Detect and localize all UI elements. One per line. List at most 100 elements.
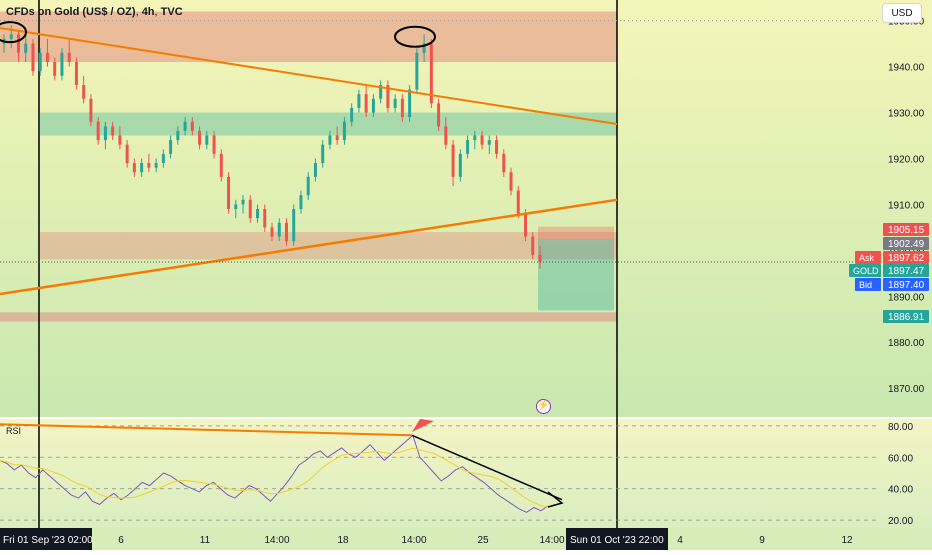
candle-body: [292, 209, 296, 242]
rsi-pane-background: [0, 418, 932, 528]
time-axis-tick: 9: [759, 535, 765, 546]
candle-body: [9, 34, 13, 40]
candle: [176, 126, 180, 145]
candle-body: [45, 52, 49, 63]
candle: [270, 222, 274, 242]
interval-label: 4h: [141, 6, 155, 18]
price-label-box: [883, 310, 929, 323]
candle: [444, 117, 448, 150]
candle-body: [502, 153, 506, 173]
price-label-tag: Ask: [859, 253, 875, 263]
candle-body: [82, 84, 86, 99]
candle: [415, 48, 419, 95]
time-axis-tick: 14:00: [401, 535, 426, 546]
candle: [364, 84, 368, 118]
candle: [96, 117, 100, 145]
rsi-axis-tick: 80.00: [888, 422, 913, 433]
candle-body: [313, 163, 317, 177]
candle: [190, 117, 194, 136]
zone-resistance: [0, 11, 617, 63]
rsi-moving-average: [0, 447, 549, 508]
candle: [234, 199, 238, 219]
candle: [53, 57, 57, 81]
time-axis-tick: 6: [118, 535, 124, 546]
top-marker-ellipse-left: [0, 21, 27, 44]
price-axis-tick: 1940.00: [888, 63, 925, 74]
position-stop-area: [538, 226, 614, 239]
rsi-line: [0, 434, 549, 513]
price-axis-tick: 1870.00: [888, 384, 925, 395]
candle-body: [241, 199, 245, 205]
candle-body: [538, 254, 542, 262]
candle-body: [24, 43, 28, 53]
price-label-tag-box: [855, 251, 881, 264]
candle-body: [466, 140, 470, 154]
candle: [451, 140, 455, 187]
candle: [277, 218, 281, 242]
candle-body: [67, 52, 71, 63]
price-label-tag-box: [855, 278, 881, 291]
rsi-orange-trendline: [0, 423, 413, 437]
lightning-icon[interactable]: ⚡: [536, 399, 551, 414]
candle: [393, 94, 397, 113]
candle: [125, 140, 129, 168]
candle: [495, 135, 499, 159]
price-axis-tick: 1880.00: [888, 338, 925, 349]
candle: [241, 195, 245, 214]
candle-body: [516, 190, 520, 214]
candle-body: [509, 172, 513, 191]
price-label-box: [883, 264, 929, 277]
candle-body: [495, 140, 499, 154]
rsi-axis-tick: 60.00: [888, 453, 913, 464]
candle-body: [270, 227, 274, 237]
candle-body: [458, 153, 462, 177]
chart-title: CFDs on Gold (US$ / OZ), 4h, TVC: [6, 6, 183, 18]
candle: [292, 204, 296, 246]
candle: [313, 158, 317, 182]
candle-body: [342, 121, 346, 141]
price-label-tag: GOLD: [853, 266, 879, 276]
candle: [321, 140, 325, 168]
source-label: TVC: [160, 6, 183, 18]
rsi-arrowhead: [547, 491, 564, 508]
candle-body: [248, 199, 252, 219]
candle: [371, 94, 375, 118]
candle-body: [393, 98, 397, 108]
candle-body: [386, 84, 390, 108]
candle: [342, 117, 346, 145]
price-label-box: [883, 278, 929, 291]
time-axis-tick: 12: [841, 535, 853, 546]
candle-body: [429, 43, 433, 104]
candle: [509, 167, 513, 196]
candle-body: [451, 144, 455, 177]
rsi-axis-tick: 20.00: [888, 516, 913, 527]
candle: [263, 204, 267, 232]
candle: [118, 126, 122, 150]
currency-button[interactable]: USD: [882, 3, 922, 23]
time-highlight-end-box: [566, 528, 668, 550]
candle: [502, 149, 506, 177]
candle-body: [132, 163, 136, 173]
candle-body: [299, 195, 303, 209]
candle: [132, 158, 136, 177]
price-label-tag-box: [849, 264, 881, 277]
candle: [480, 130, 484, 150]
time-axis-tick: 18: [337, 535, 349, 546]
candle: [284, 218, 288, 246]
candle-body: [437, 103, 441, 127]
candle: [429, 39, 433, 108]
candle-body: [263, 209, 267, 228]
candle: [89, 94, 93, 127]
candle: [299, 190, 303, 214]
candle: [147, 153, 151, 173]
currency-label: USD: [891, 7, 913, 19]
candle-body: [234, 204, 238, 209]
candle-body: [328, 135, 332, 145]
candle: [256, 204, 260, 223]
time-highlight-end: Sun 01 Oct '23 22:00: [570, 535, 664, 546]
candle: [350, 103, 354, 127]
candle: [386, 80, 390, 113]
price-label-value: 1902.49: [888, 239, 925, 250]
